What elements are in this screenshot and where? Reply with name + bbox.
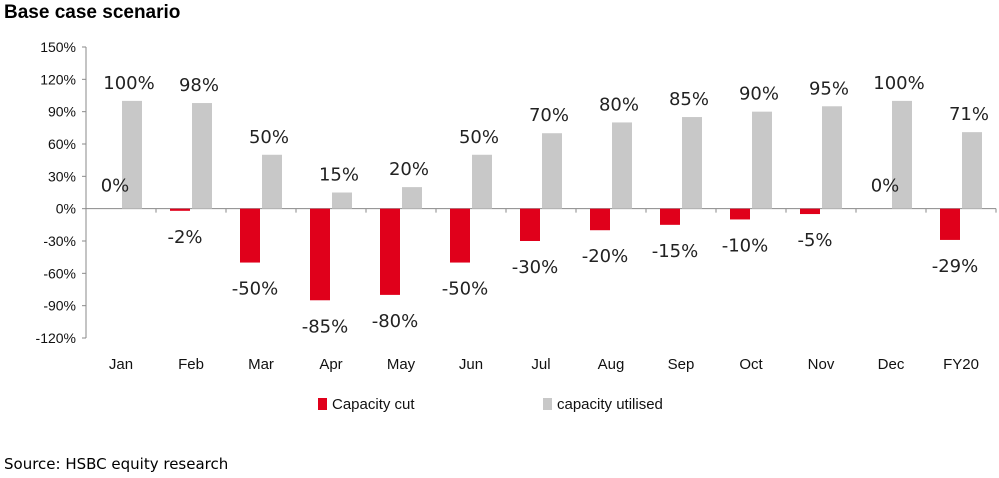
bar-capacity-utilised [612, 122, 632, 209]
data-label-capacity-cut: -20% [582, 246, 629, 267]
bar-capacity-utilised [892, 100, 912, 209]
data-label-capacity-cut: -15% [652, 241, 699, 262]
bar-capacity-utilised [402, 187, 422, 209]
y-tick-label: -120% [36, 330, 76, 346]
legend-label: capacity utilised [557, 396, 663, 413]
x-tick-label: Jul [531, 356, 550, 373]
bar-capacity-cut [800, 208, 820, 215]
data-label-capacity-utilised: 90% [739, 84, 779, 105]
bar-capacity-cut [310, 208, 330, 301]
legend-label: Capacity cut [332, 396, 415, 413]
data-label-capacity-utilised: 80% [599, 94, 639, 115]
x-tick-label: Apr [319, 356, 342, 373]
data-label-capacity-utilised: 50% [459, 127, 499, 148]
data-label-capacity-cut: 0% [871, 176, 900, 197]
bar-capacity-utilised [542, 133, 562, 209]
legend-swatch [318, 398, 327, 410]
x-tick-label: Oct [739, 356, 763, 373]
data-label-capacity-cut: -85% [302, 316, 349, 337]
bar-capacity-utilised [122, 100, 142, 209]
y-tick-label: 30% [48, 168, 76, 184]
bar-capacity-cut [170, 208, 190, 211]
data-label-capacity-utilised: 100% [873, 73, 924, 94]
data-label-capacity-utilised: 100% [103, 73, 154, 94]
bar-capacity-utilised [472, 154, 492, 209]
data-label-capacity-cut: -80% [372, 311, 419, 332]
x-tick-label: Dec [878, 356, 905, 373]
x-tick-label: Feb [178, 356, 204, 373]
x-tick-label: Aug [598, 356, 625, 373]
x-tick-label: Jan [109, 356, 133, 373]
bar-capacity-cut [380, 208, 400, 295]
bar-capacity-utilised [332, 192, 352, 209]
y-tick-label: 120% [40, 71, 76, 87]
data-label-capacity-cut: -50% [232, 279, 279, 300]
x-tick-label: Jun [459, 356, 483, 373]
bar-capacity-cut [240, 208, 260, 263]
data-labels: 100% 0% 98% -2% 50% -50% 15% -85% 20% -80% 50% -50%… [101, 73, 989, 337]
bar-capacity-cut [730, 208, 750, 220]
bar-capacity-utilised [682, 117, 702, 209]
y-tick-label: -90% [43, 298, 76, 314]
bar-capacity-cut [520, 208, 540, 241]
bar-capacity-utilised [262, 154, 282, 209]
bars [122, 100, 982, 301]
data-label-capacity-cut: -5% [797, 230, 832, 251]
bar-capacity-cut [590, 208, 610, 231]
data-label-capacity-utilised: 85% [669, 89, 709, 110]
bar-capacity-cut [940, 208, 960, 240]
y-tick-label: 150% [40, 39, 76, 55]
x-tick-label: Nov [808, 356, 835, 373]
data-label-capacity-utilised: 20% [389, 159, 429, 180]
data-label-capacity-utilised: 71% [949, 104, 989, 125]
data-label-capacity-utilised: 70% [529, 105, 569, 126]
data-label-capacity-cut: -2% [167, 227, 202, 248]
y-tick-label: 60% [48, 136, 76, 152]
legend: Capacity cut capacity utilised [318, 396, 663, 413]
legend-swatch [543, 398, 552, 410]
axes: -120% -90% -60% -30% 0% 30% 60% 90% 120% 150% Jan F… [36, 39, 997, 373]
x-tick-label: Mar [248, 356, 274, 373]
y-tick-label: 90% [48, 104, 76, 120]
data-label-capacity-utilised: 50% [249, 127, 289, 148]
chart-title: Base case scenario [4, 2, 181, 23]
data-label-capacity-utilised: 15% [319, 165, 359, 186]
x-tick-label: Sep [668, 356, 695, 373]
data-label-capacity-utilised: 98% [179, 75, 219, 96]
bar-capacity-cut [450, 208, 470, 263]
bar-capacity-utilised [962, 132, 982, 209]
data-label-capacity-utilised: 95% [809, 78, 849, 99]
data-label-capacity-cut: 0% [101, 176, 130, 197]
bar-capacity-utilised [822, 106, 842, 209]
y-tick-label: 0% [56, 201, 76, 217]
bar-capacity-utilised [192, 103, 212, 209]
data-label-capacity-cut: -10% [722, 235, 769, 256]
source-note: Source: HSBC equity research [4, 455, 229, 473]
data-label-capacity-cut: -29% [932, 256, 979, 277]
y-tick-label: -30% [43, 233, 76, 249]
x-tick-label: FY20 [943, 356, 979, 373]
bar-capacity-utilised [752, 111, 772, 209]
x-tick-label: May [387, 356, 416, 373]
data-label-capacity-cut: -50% [442, 279, 489, 300]
bar-capacity-cut [660, 208, 680, 225]
data-label-capacity-cut: -30% [512, 257, 559, 278]
y-tick-label: -60% [43, 265, 76, 281]
